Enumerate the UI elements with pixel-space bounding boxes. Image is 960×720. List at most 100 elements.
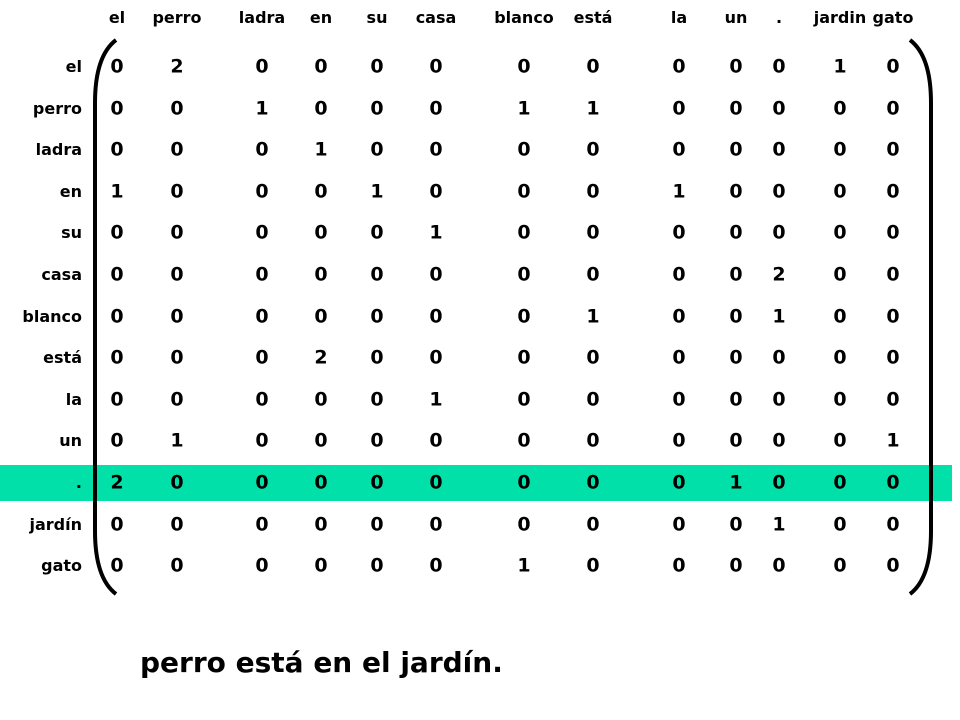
matrix-cell: 0 [314,55,328,78]
matrix-cell: 0 [833,513,847,536]
matrix-cell: 0 [517,221,531,244]
matrix-cell: 0 [729,554,743,577]
matrix-cell: 0 [170,554,184,577]
matrix-cell: 0 [586,221,600,244]
matrix-cell: 0 [886,554,900,577]
column-header: jardin [813,8,867,27]
matrix-cell: 0 [586,554,600,577]
matrix-cell: 0 [370,429,384,452]
matrix-cell: 0 [517,263,531,286]
matrix-cell: 1 [833,55,847,78]
matrix-cell: 0 [110,429,124,452]
matrix-cell: 0 [314,471,328,494]
matrix-cell: 0 [110,388,124,411]
matrix-cell: 0 [586,346,600,369]
matrix-cell: 0 [672,388,686,411]
matrix-cell: 0 [429,429,443,452]
matrix-cell: 0 [886,305,900,328]
matrix-cell: 0 [672,346,686,369]
matrix-cell: 0 [672,221,686,244]
matrix-cell: 1 [729,471,743,494]
matrix-cell: 1 [517,97,531,120]
matrix-cell: 0 [110,305,124,328]
matrix-cell: 0 [429,305,443,328]
matrix-cell: 0 [370,97,384,120]
matrix-cell: 2 [110,471,124,494]
caption: perro está en el jardín. [140,646,503,679]
matrix-cell: 0 [110,138,124,161]
matrix-cell: 2 [772,263,786,286]
matrix-cell: 1 [314,138,328,161]
matrix-cell: 0 [110,97,124,120]
matrix-cell: 0 [255,263,269,286]
matrix-cell: 0 [729,263,743,286]
matrix-cell: 0 [370,55,384,78]
matrix-cell: 0 [772,388,786,411]
row-label: la [65,389,82,409]
matrix-cell: 0 [833,429,847,452]
row-label: un [59,431,82,451]
matrix-cell: 0 [170,221,184,244]
matrix-cell: 1 [110,180,124,203]
matrix-cell: 0 [772,221,786,244]
matrix-cell: 0 [110,513,124,536]
matrix-cell: 0 [672,513,686,536]
matrix-cell: 0 [255,55,269,78]
matrix-cell: 0 [833,471,847,494]
matrix-cell: 0 [833,346,847,369]
column-header: . [775,8,783,27]
column-header: está [573,8,613,27]
matrix-cell: 0 [886,513,900,536]
matrix-cell: 0 [586,55,600,78]
matrix-cell: 0 [586,263,600,286]
column-header: su [366,8,388,27]
matrix-cell: 0 [772,554,786,577]
column-header: un [724,8,748,27]
matrix-cell: 0 [729,388,743,411]
matrix-cell: 0 [517,388,531,411]
matrix-cell: 0 [833,138,847,161]
matrix-cell: 0 [729,305,743,328]
matrix-cell: 0 [370,471,384,494]
matrix-cell: 0 [370,513,384,536]
matrix-cell: 0 [255,388,269,411]
column-header: blanco [494,8,554,27]
matrix-cell: 0 [110,263,124,286]
row-label: gato [41,556,82,576]
matrix-cell: 0 [729,97,743,120]
matrix-cell: 0 [314,221,328,244]
matrix-cell: 0 [772,138,786,161]
matrix-cell: 0 [170,346,184,369]
matrix-cell: 0 [729,55,743,78]
matrix-cell: 1 [586,97,600,120]
matrix-cell: 0 [772,471,786,494]
matrix-cell: 0 [833,388,847,411]
matrix-cell: 0 [672,263,686,286]
matrix-cell: 0 [586,138,600,161]
matrix-cell: 0 [772,180,786,203]
matrix-cell: 1 [255,97,269,120]
matrix-cell: 0 [170,305,184,328]
matrix-cell: 0 [429,180,443,203]
matrix-cell: 0 [255,554,269,577]
matrix-cell: 0 [586,180,600,203]
matrix-cell: 0 [729,221,743,244]
matrix-cell: 0 [255,305,269,328]
matrix-cell: 0 [370,388,384,411]
column-header: en [309,8,333,27]
matrix-cell: 0 [170,97,184,120]
matrix-cell: 0 [833,263,847,286]
matrix-cell: 0 [517,180,531,203]
matrix-cell: 0 [110,221,124,244]
matrix-cell: 0 [429,346,443,369]
matrix-cell: 0 [886,471,900,494]
matrix-cell: 0 [672,554,686,577]
matrix-cell: 0 [170,388,184,411]
matrix-cell: 0 [886,221,900,244]
matrix-cell: 0 [370,263,384,286]
matrix-cell: 0 [314,554,328,577]
matrix-cell: 1 [586,305,600,328]
matrix-cell: 0 [370,346,384,369]
matrix-cell: 0 [729,180,743,203]
